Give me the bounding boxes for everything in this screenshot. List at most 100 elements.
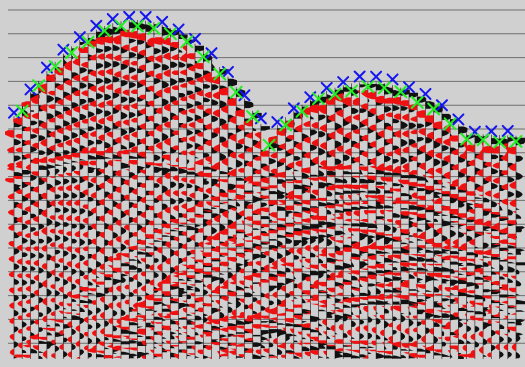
wiggle-lobe [245,132,253,139]
wiggle-lobe [326,175,335,177]
wiggle-lobe [178,279,186,281]
wiggle-lobe [392,355,402,359]
wiggle-lobe [140,258,146,263]
wiggle-lobe [22,252,28,257]
wiggle-lobe [41,263,47,270]
wiggle-lobe [323,206,327,209]
wiggle-lobe [203,178,210,185]
wiggle-lobe [46,288,52,297]
wiggle-lobe [350,175,360,178]
wiggle-lobe [404,238,409,240]
wiggle-lobe [210,246,220,253]
wiggle-lobe [280,245,286,249]
wiggle-lobe [408,201,418,205]
wiggle-lobe [339,226,344,229]
wiggle-lobe [180,123,187,129]
wiggle-lobe [67,351,72,358]
wiggle-lobe [177,341,187,343]
wiggle-lobe [400,295,409,300]
wiggle-lobe [424,263,434,266]
wiggle-lobe [63,120,70,127]
wiggle-lobe [441,278,451,284]
wiggle-lobe [400,211,409,216]
wiggle-lobe [432,197,442,204]
wiggle-lobe [105,53,113,60]
wiggle-lobe [462,333,467,340]
wiggle-lobe [318,160,327,170]
wiggle-lobe [260,324,270,328]
wiggle-lobe [310,236,320,244]
wiggle-lobe [163,52,171,61]
wiggle-lobe [417,321,422,327]
wiggle-lobe [469,239,475,246]
wiggle-lobe [21,354,31,358]
wiggle-lobe [153,48,162,55]
wiggle-lobe [71,117,79,124]
wiggle-lobe [178,49,183,53]
wiggle-lobe [516,226,525,233]
wiggle-lobe [335,314,344,323]
wiggle-lobe [313,245,319,252]
wiggle-lobe [24,206,31,213]
wiggle-lobe [416,302,426,306]
wiggle-lobe [30,174,37,181]
wiggle-lobe [285,350,295,354]
wiggle-lobe [178,333,183,335]
wiggle-lobe [285,278,295,285]
wiggle-lobe [211,147,218,154]
wiggle-lobe [58,286,64,293]
wiggle-lobe [367,210,377,214]
wiggle-lobe [269,173,276,177]
wiggle-lobe [38,165,48,170]
wiggle-lobe [145,252,153,257]
wiggle-lobe [129,340,139,344]
wiggle-lobe [204,91,212,98]
wiggle-lobe [112,92,120,99]
blue-pick-marker [205,47,218,60]
wiggle-lobe [82,189,89,196]
wiggle-lobe [153,310,158,313]
wiggle-lobe [435,254,442,257]
wiggle-lobe [502,273,508,277]
green-pick-marker [377,81,391,95]
wiggle-lobe [277,234,287,238]
wiggle-lobe [153,166,163,173]
wiggle-lobe [359,268,368,270]
wiggle-lobe [400,179,409,185]
wiggle-lobe [170,249,176,257]
wiggle-lobe [195,279,204,283]
green-pick-marker [32,79,46,93]
wiggle-lobe [31,112,39,119]
wiggle-lobe [351,337,355,339]
wiggle-lobe [58,258,64,263]
wiggle-lobe [441,130,449,137]
wiggle-lobe [270,212,278,219]
wiggle-lobe [482,208,492,212]
wiggle-lobe [163,232,171,235]
blue-pick-marker [90,19,103,32]
wiggle-lobe [182,308,187,313]
wiggle-lobe [88,197,94,202]
wiggle-lobe [124,299,130,305]
wiggle-lobe [465,216,475,220]
wiggle-lobe [38,150,46,155]
wiggle-lobe [90,207,97,214]
wiggle-lobe [38,223,45,230]
wiggle-lobe [178,183,185,189]
wiggle-lobe [178,282,187,285]
wiggle-lobe [387,255,393,260]
wiggle-lobe [327,113,335,122]
wiggle-lobe [22,210,28,215]
wiggle-lobe [73,106,80,113]
wiggle-lobe [96,168,103,176]
wiggle-lobe [384,106,392,113]
wiggle-lobe [229,134,237,142]
wiggle-lobe [450,269,455,274]
wiggle-lobe [98,169,105,174]
wiggle-lobe [396,323,401,332]
wiggle-lobe [14,248,20,255]
wiggle-lobe [340,175,344,178]
wiggle-lobe [320,263,327,269]
wiggle-lobe [16,216,23,223]
